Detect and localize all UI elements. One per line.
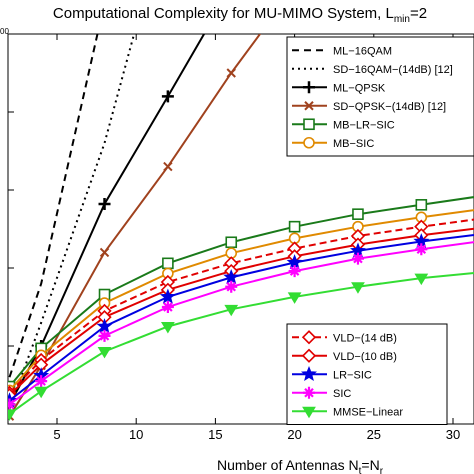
x-axis-label-sub1: t xyxy=(359,466,362,474)
data-point-sic xyxy=(35,375,48,388)
legend-marker-sic xyxy=(303,386,315,399)
legend-marker-mblr xyxy=(303,118,315,131)
series-line-sd16 xyxy=(8,34,136,409)
data-point-lrsic xyxy=(96,318,113,334)
data-point-sdqpsk xyxy=(163,161,173,172)
plot-frame xyxy=(7,33,474,425)
data-point-mmse xyxy=(287,292,302,304)
data-point-mblr xyxy=(415,199,428,211)
legend-entry-mmse: MMSE−Linear xyxy=(292,406,403,418)
legend-label-mlqpsk: ML−QPSK xyxy=(333,82,386,94)
series-layer xyxy=(8,34,474,421)
legend-lower: VLD−(14 dB) VLD−(10 dB) LR−SIC SIC MMSE−Line… xyxy=(286,323,448,425)
legend-label-ml16: ML−16QAM xyxy=(333,45,392,57)
x-tick-label: 5 xyxy=(53,427,60,442)
legend-marker-mbsic xyxy=(303,136,315,149)
chart-title-subscript: min xyxy=(394,14,410,25)
x-axis-label-sub2: r xyxy=(380,466,384,474)
x-tick-label: 30 xyxy=(446,427,460,442)
x-tick-label: 20 xyxy=(287,427,301,442)
x-axis-label: Number of Antennas Nt=Nr xyxy=(217,457,384,474)
legend-entry-lrsic: LR−SIC xyxy=(292,365,372,381)
x-tick-label: 25 xyxy=(367,427,381,442)
legend-label-vld14: VLD−(14 dB) xyxy=(333,332,397,344)
data-point-lrsic xyxy=(159,288,176,304)
data-point-mblr xyxy=(225,236,238,249)
legend-label-sd16: SD−16QAM−(14dB) [12] xyxy=(333,64,453,76)
data-point-mmse xyxy=(351,282,365,294)
data-point-sdqpsk xyxy=(226,68,236,78)
data-point-mmse xyxy=(97,346,112,359)
legend-upper: ML−16QAM SD−16QAM−(14dB) [12] ML−QPSK SD−QP… xyxy=(286,36,474,157)
legend-marker-mlqpsk xyxy=(303,81,315,94)
legend-entry-vld14: VLD−(14 dB) xyxy=(292,330,397,345)
data-point-lrsic xyxy=(223,269,240,285)
data-point-mblr xyxy=(162,257,174,270)
data-point-sic xyxy=(98,329,111,342)
data-point-sic xyxy=(225,280,238,293)
series-line-vld14 xyxy=(8,218,474,394)
legend-label-lrsic: LR−SIC xyxy=(333,369,372,381)
data-point-mblr xyxy=(288,220,301,233)
x-axis-label-eq: =N xyxy=(361,457,379,473)
legend-marker-vld14 xyxy=(301,330,317,345)
legend-entry-ml16: ML−16QAM xyxy=(292,45,392,57)
data-point-mmse xyxy=(160,322,175,334)
legend-entry-mblr: MB−LR−SIC xyxy=(292,118,395,131)
series-ml16 xyxy=(8,34,99,378)
legend-label-mbsic: MB−SIC xyxy=(333,138,374,150)
x-tick-label: 15 xyxy=(208,427,222,442)
data-point-sic xyxy=(161,301,174,313)
data-point-sdqpsk xyxy=(99,247,110,258)
legend-marker-lrsic xyxy=(300,365,318,381)
legend-marker-vld10 xyxy=(301,348,317,363)
x-axis-label-main: Number of Antennas N xyxy=(217,457,359,473)
data-point-mmse xyxy=(414,273,429,286)
series-sic xyxy=(8,241,474,411)
legend-label-vld10: VLD−(10 dB) xyxy=(333,351,397,363)
x-ticks: 5 10 15 20 25 30 xyxy=(8,34,460,442)
legend-entry-vld10: VLD−(10 dB) xyxy=(292,348,397,363)
legend-entry-mbsic: MB−SIC xyxy=(292,136,374,150)
data-point-mblr xyxy=(352,208,364,220)
series-sd16 xyxy=(8,34,136,409)
chart-title-suffix: =2 xyxy=(410,5,427,22)
series-mmse xyxy=(8,271,474,421)
data-point-mlqpsk xyxy=(98,198,111,211)
data-point-sic xyxy=(8,398,16,411)
data-point-mmse xyxy=(34,386,49,399)
legend-entry-sdqpsk: SD−QPSK−(14dB) [12] xyxy=(292,101,446,113)
series-line-ml16 xyxy=(8,34,99,378)
data-point-sic xyxy=(415,243,428,256)
data-point-sic xyxy=(351,252,364,265)
y-tick-top-label: 00 xyxy=(0,27,9,36)
legend-label-sdqpsk: SD−QPSK−(14dB) [12] xyxy=(333,101,446,113)
legend-label-sic: SIC xyxy=(333,388,351,400)
legend-marker-mmse xyxy=(302,406,316,419)
data-point-mmse xyxy=(224,304,239,317)
data-point-sic xyxy=(288,265,301,278)
chart-title-main: Computational Complexity for MU-MIMO Sys… xyxy=(53,5,394,22)
legend-label-mblr: MB−LR−SIC xyxy=(333,119,395,131)
x-tick-label: 10 xyxy=(129,427,143,442)
legend-entry-sd16: SD−16QAM−(14dB) [12] xyxy=(292,64,453,76)
series-line-sdqpsk xyxy=(8,34,262,417)
legend-label-mmse: MMSE−Linear xyxy=(333,406,403,418)
legend-entry-mlqpsk: ML−QPSK xyxy=(292,81,386,94)
legend-marker-sdqpsk xyxy=(304,101,314,111)
series-sdqpsk xyxy=(8,34,262,421)
chart-title: Computational Complexity for MU-MIMO Sys… xyxy=(53,5,427,25)
legend-box xyxy=(286,36,474,157)
legend-entry-sic: SIC xyxy=(292,386,351,400)
data-point-mlqpsk xyxy=(161,90,174,103)
data-point-mmse xyxy=(8,409,17,421)
